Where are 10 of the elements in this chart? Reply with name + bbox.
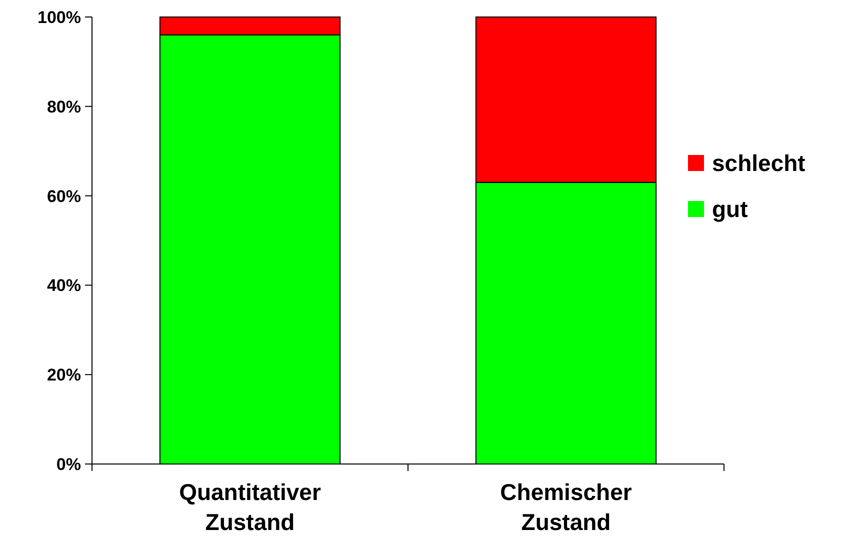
y-tick-label: 60% (46, 186, 81, 206)
y-tick-label: 80% (46, 97, 81, 116)
x-tick-label: Chemischer Zustand (500, 479, 632, 535)
x-tick-label: Quantitativer Zustand (179, 479, 321, 535)
legend: schlecht gut (688, 150, 806, 222)
y-tick-label: 0% (56, 454, 81, 474)
y-tick-label: 100% (38, 8, 81, 27)
y-tick-label: 40% (46, 276, 81, 296)
legend-label: schlecht (712, 150, 806, 176)
y-tick-label: 20% (46, 366, 81, 385)
